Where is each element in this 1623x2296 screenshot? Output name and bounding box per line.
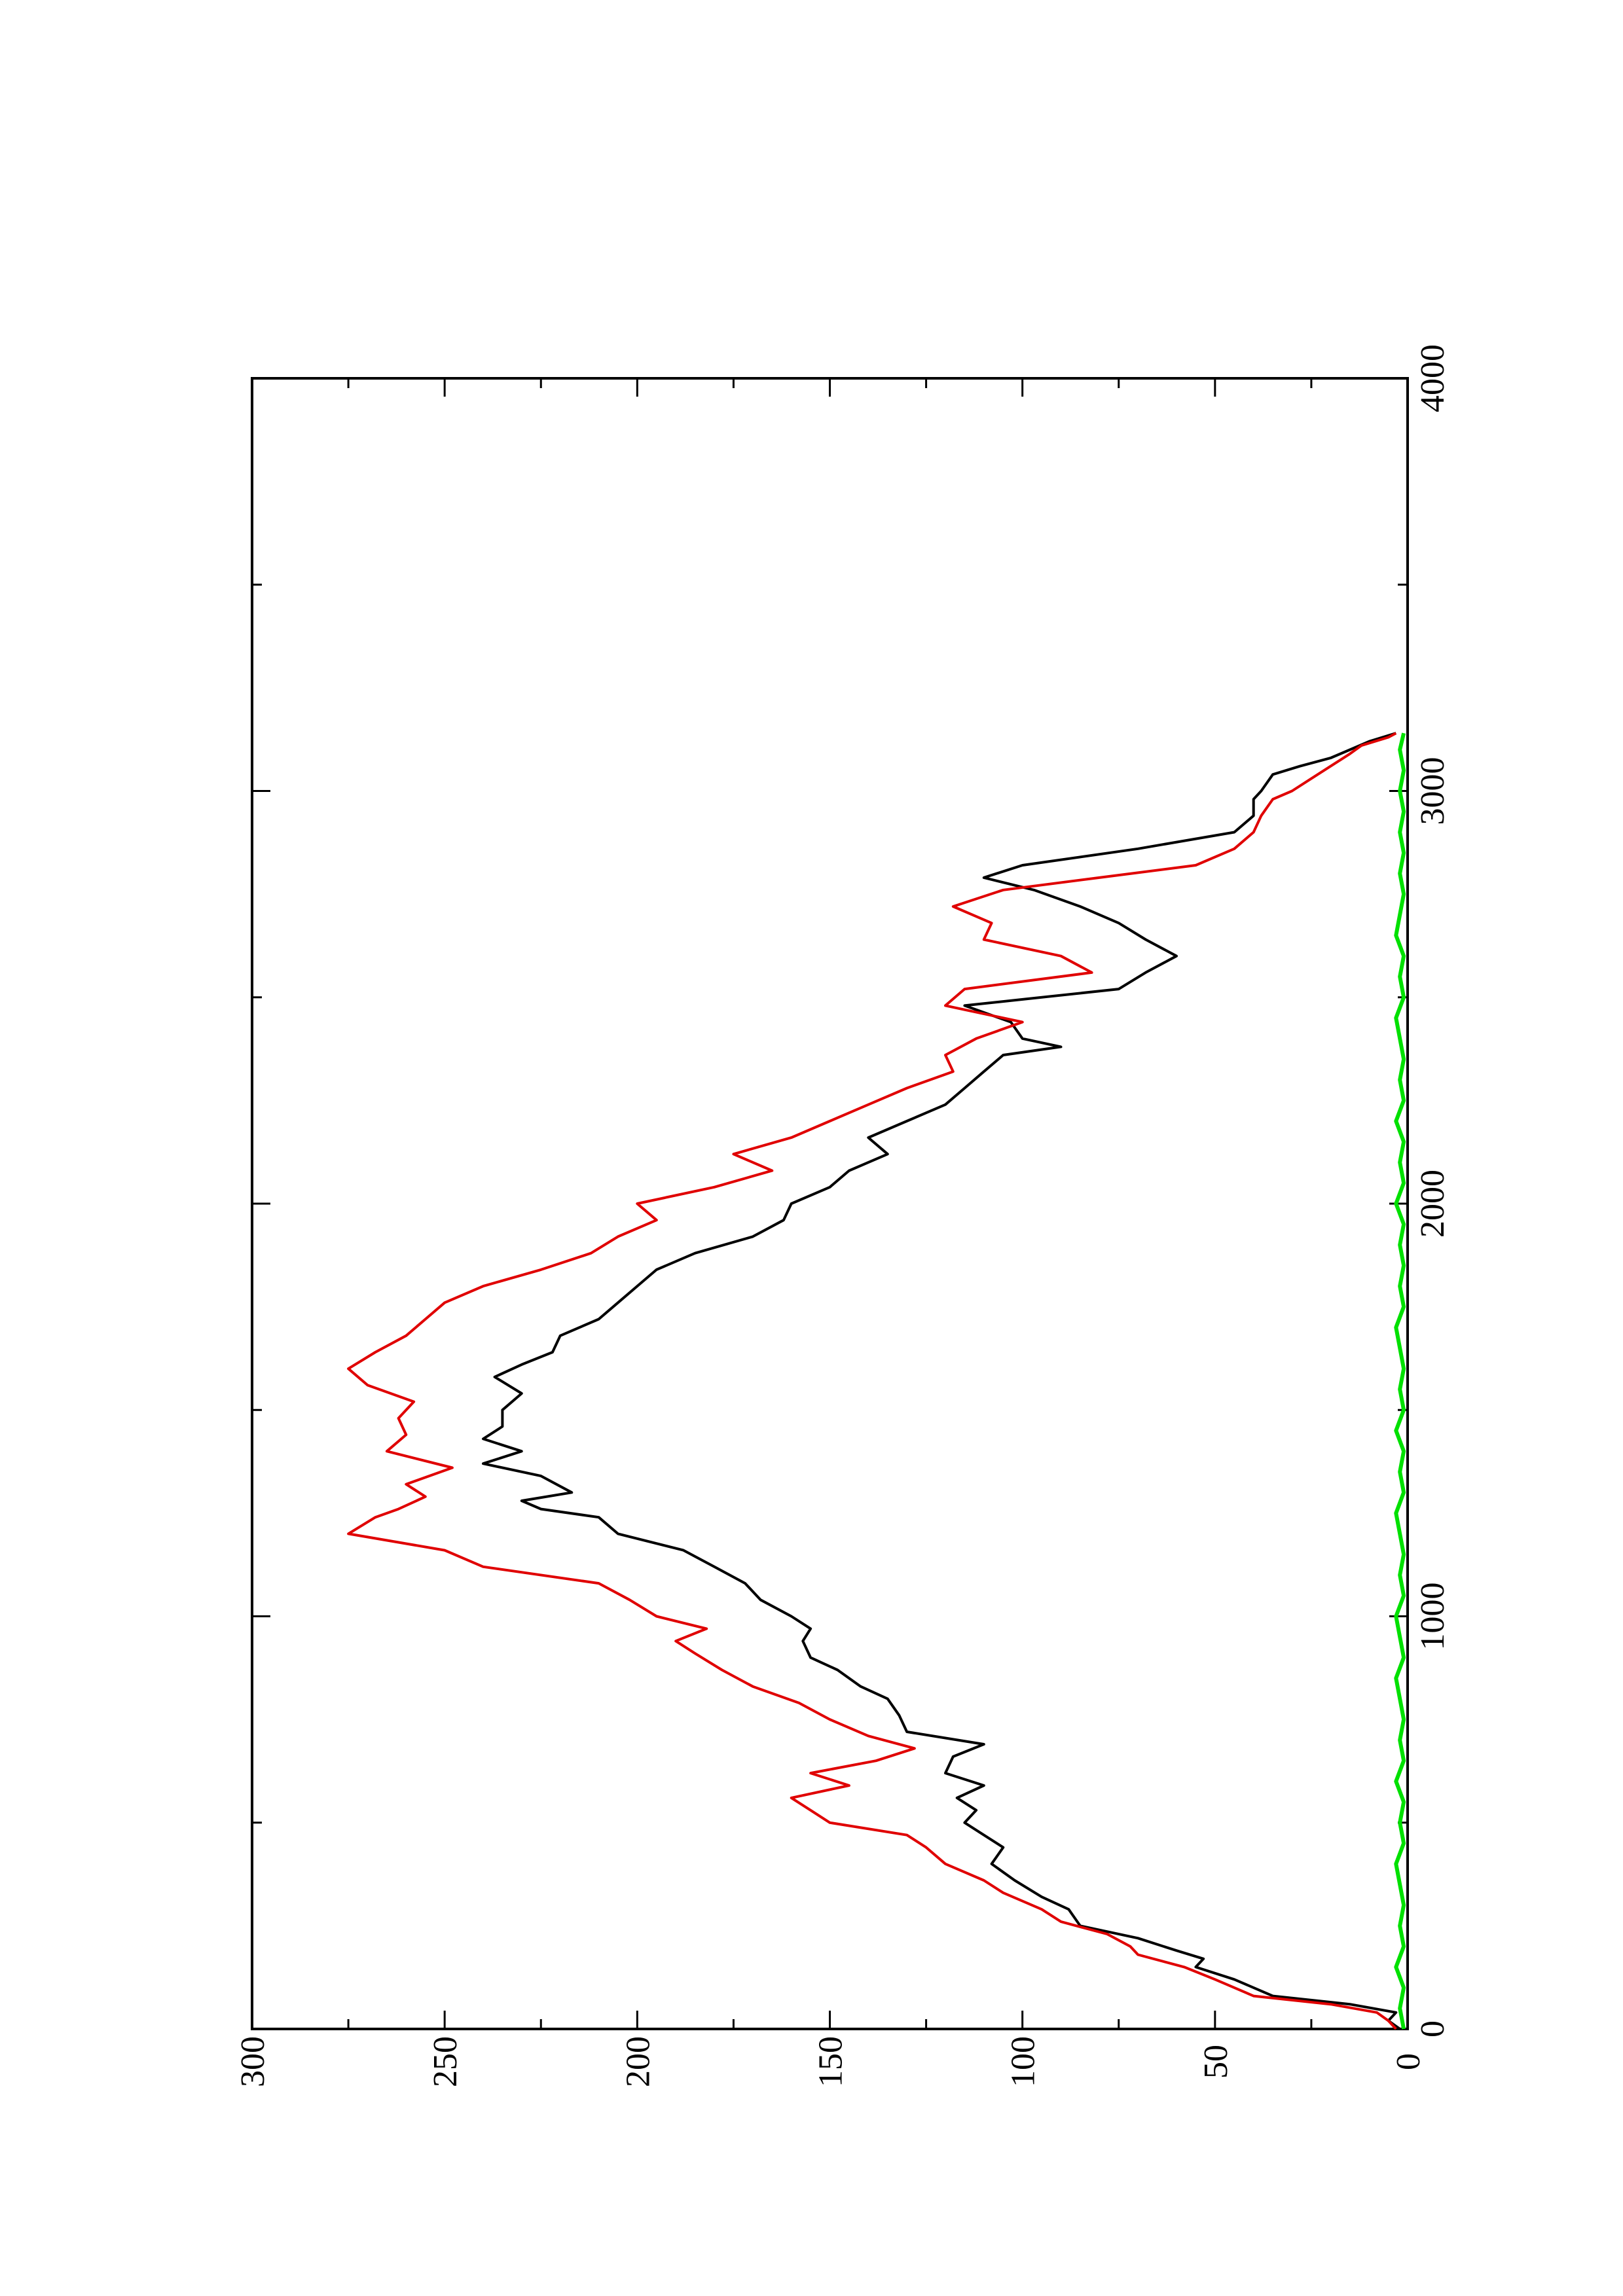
y-tick-label: 300 — [234, 2036, 272, 2087]
x-tick-label: 0 — [1414, 2020, 1451, 2037]
series-line-0 — [482, 732, 1401, 2030]
x-tick-label: 1000 — [1414, 1583, 1451, 1651]
y-tick-label: 50 — [1197, 2045, 1235, 2079]
plot-frame — [251, 377, 1409, 2030]
x-tick-label: 3000 — [1414, 757, 1451, 825]
y-tick-label: 250 — [427, 2036, 464, 2087]
y-tick-label: 150 — [812, 2036, 850, 2087]
y-tick-label: 100 — [1005, 2036, 1042, 2087]
plot-area: 0 1000 2000 3000 4000 0 50 100 150 200 250 300 — [234, 344, 1451, 2087]
x-tick-label: 4000 — [1414, 344, 1451, 412]
series-line-2 — [1394, 732, 1406, 2030]
x-tick-label: 2000 — [1414, 1170, 1451, 1238]
y-tick-label: 0 — [1390, 2053, 1427, 2070]
y-tick-label: 200 — [619, 2036, 657, 2087]
series-line-1 — [347, 732, 1397, 2030]
